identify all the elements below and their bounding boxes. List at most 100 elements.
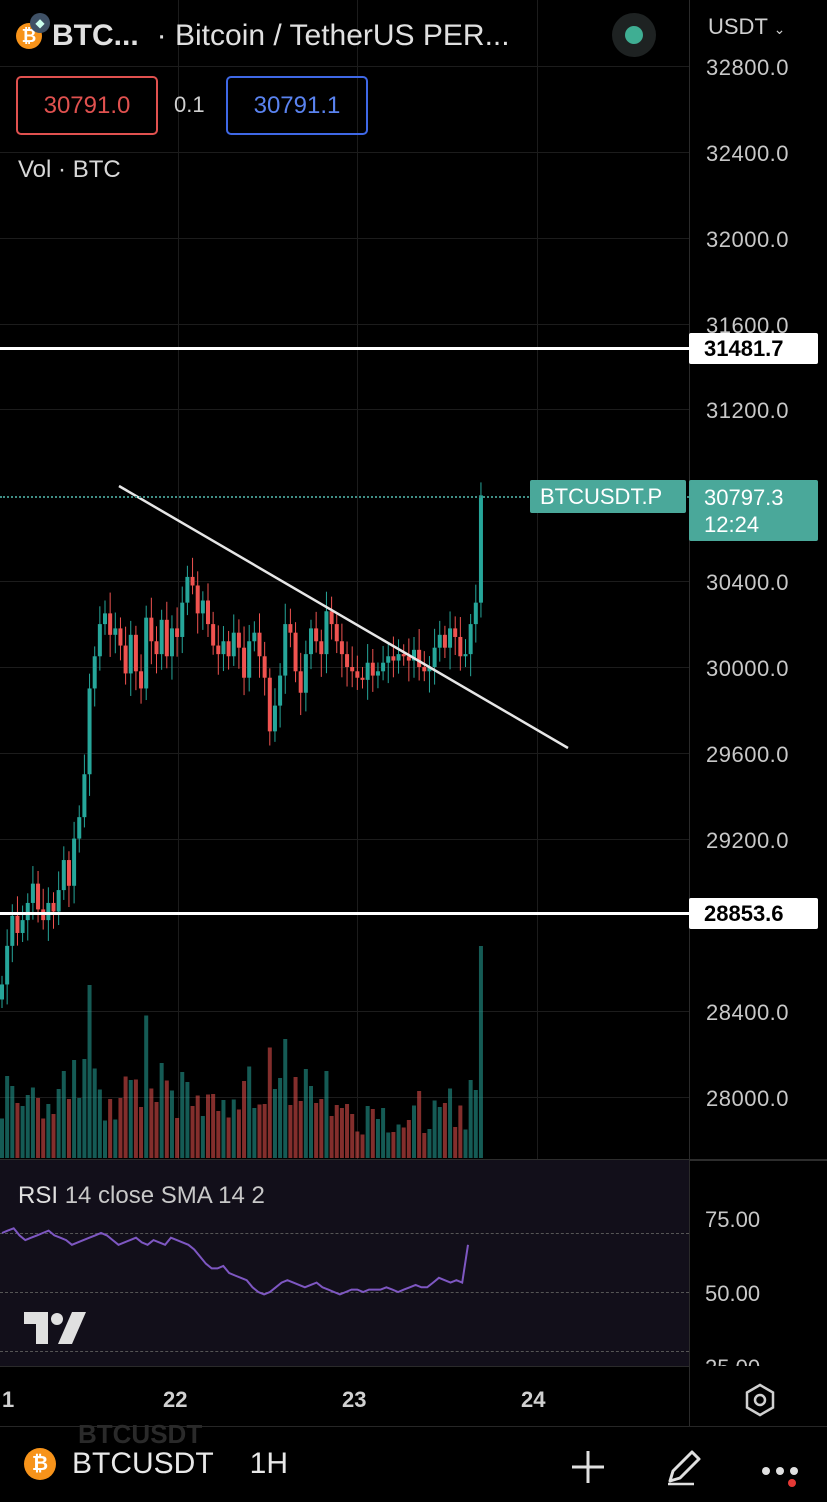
candle-body [303,654,308,693]
candle-body [180,602,185,637]
symbol-search-button[interactable]: ₿ BTCUSDT 1H [24,1447,288,1481]
bitcoin-icon: ₿ ◆ [16,13,50,49]
candle-body [267,677,272,732]
price-tick: 30000.0 [706,656,790,681]
candle-body [200,600,205,614]
volume-bar [381,1108,386,1158]
time-tick: 23 [342,1387,367,1412]
bitcoin-icon: ₿ [24,1448,56,1480]
horizontal-line-label[interactable]: 28853.6 [689,898,818,929]
volume-bar [25,1095,30,1158]
currency-selector[interactable]: USDT ⌄ [708,14,785,40]
candle-body [77,817,82,839]
bottom-symbol[interactable]: BTCUSDT [72,1447,214,1480]
spread-value: 0.1 [174,92,205,117]
candle-body [92,656,97,689]
volume-bar [278,1078,283,1158]
candle-body [51,902,56,912]
time-tick: 1 [2,1387,15,1412]
volume-bar [303,1069,308,1158]
rsi-legend[interactable]: RSI 14 close SMA 14 2 [18,1182,265,1210]
tradingview-logo[interactable] [24,1312,86,1344]
candle-body [82,774,87,818]
candlesticks [0,482,483,1009]
volume-bar [417,1091,422,1158]
candle-body [339,641,344,655]
horizontal-line-label[interactable]: 31481.7 [689,333,818,364]
candle-body [113,628,118,635]
volume-bar [360,1134,365,1158]
price-tick: 30400.0 [706,570,790,595]
candle-body [278,675,283,706]
sell-button[interactable]: 30791.0 [16,76,158,135]
more-icon[interactable] [760,1447,800,1487]
pencil-icon[interactable] [664,1447,704,1487]
volume-bar [221,1100,226,1158]
volume-bar [247,1066,252,1158]
volume-bar [345,1104,350,1158]
price-axis[interactable]: 32800.0 32400.0 32000.0 31600.0 31200.0 … [689,0,827,1426]
buy-button[interactable]: 30791.1 [226,76,368,135]
grid-line-horizontal [0,839,689,840]
rsi-pane[interactable] [0,1160,689,1366]
candle-body [391,656,396,661]
volume-bar [103,1120,107,1158]
rsi-tick: 75.00 [705,1207,761,1232]
candle-body [144,617,149,689]
ghost-symbol-text: BTCUSDT [78,1419,203,1449]
time-axis[interactable]: 1 22 23 24 [0,1366,689,1426]
candle-body [185,576,190,603]
candle-body [164,619,169,657]
rsi-lower-band [0,1351,689,1352]
candle-body [334,624,339,642]
candle-body [247,641,252,678]
horizontal-line-support[interactable] [0,912,689,915]
volume-bar [20,1106,25,1158]
volume-bar [339,1108,344,1158]
candle-body [463,654,468,657]
candle-body [128,634,133,674]
trendline[interactable] [118,484,569,750]
symbol-name[interactable]: BTC... [52,19,139,52]
candle-body [72,838,77,886]
candle-body [190,576,195,586]
diamond-icon: ◆ [30,13,50,33]
volume-bar [128,1080,133,1158]
volume-bar [288,1105,293,1158]
volume-bar [453,1127,458,1158]
grid-line-horizontal [0,753,689,754]
volume-bar [406,1120,411,1158]
volume-bar [298,1101,303,1158]
candle-body [453,628,458,637]
candle-body [61,860,66,891]
candle-body [175,628,180,637]
price-chart[interactable] [0,0,689,1160]
candle-body [252,632,257,642]
volume-bar [365,1106,370,1158]
interval-button[interactable]: 1H [249,1447,289,1480]
price-tick: 32800.0 [706,55,790,80]
candle-body [195,585,200,614]
market-status-button[interactable] [612,13,656,57]
candle-body [66,860,71,886]
volume-bar [375,1119,380,1158]
bar-countdown: 12:24 [704,512,760,537]
horizontal-line-resistance[interactable] [0,347,689,350]
candle-body [46,902,51,921]
symbol-header[interactable]: ₿ ◆ BTC... · Bitcoin / TetherUS PER... [16,13,510,58]
volume-legend[interactable]: Vol · BTC [18,156,121,183]
rsi-upper-band [0,1233,689,1234]
volume-bar [36,1098,41,1158]
candle-body [329,611,334,625]
candle-body [375,671,380,676]
candle-body [288,624,293,633]
volume-bar [46,1104,51,1158]
plus-icon[interactable] [568,1447,608,1487]
volume-bar [391,1132,396,1158]
candle-body [468,624,473,655]
settings-hexagon-icon[interactable] [742,1382,778,1418]
candle-body [206,600,210,625]
bottom-toolbar: BTCUSDT ₿ BTCUSDT 1H [0,1419,827,1502]
price-tick: 29200.0 [706,828,790,853]
volume-bar [61,1071,66,1158]
